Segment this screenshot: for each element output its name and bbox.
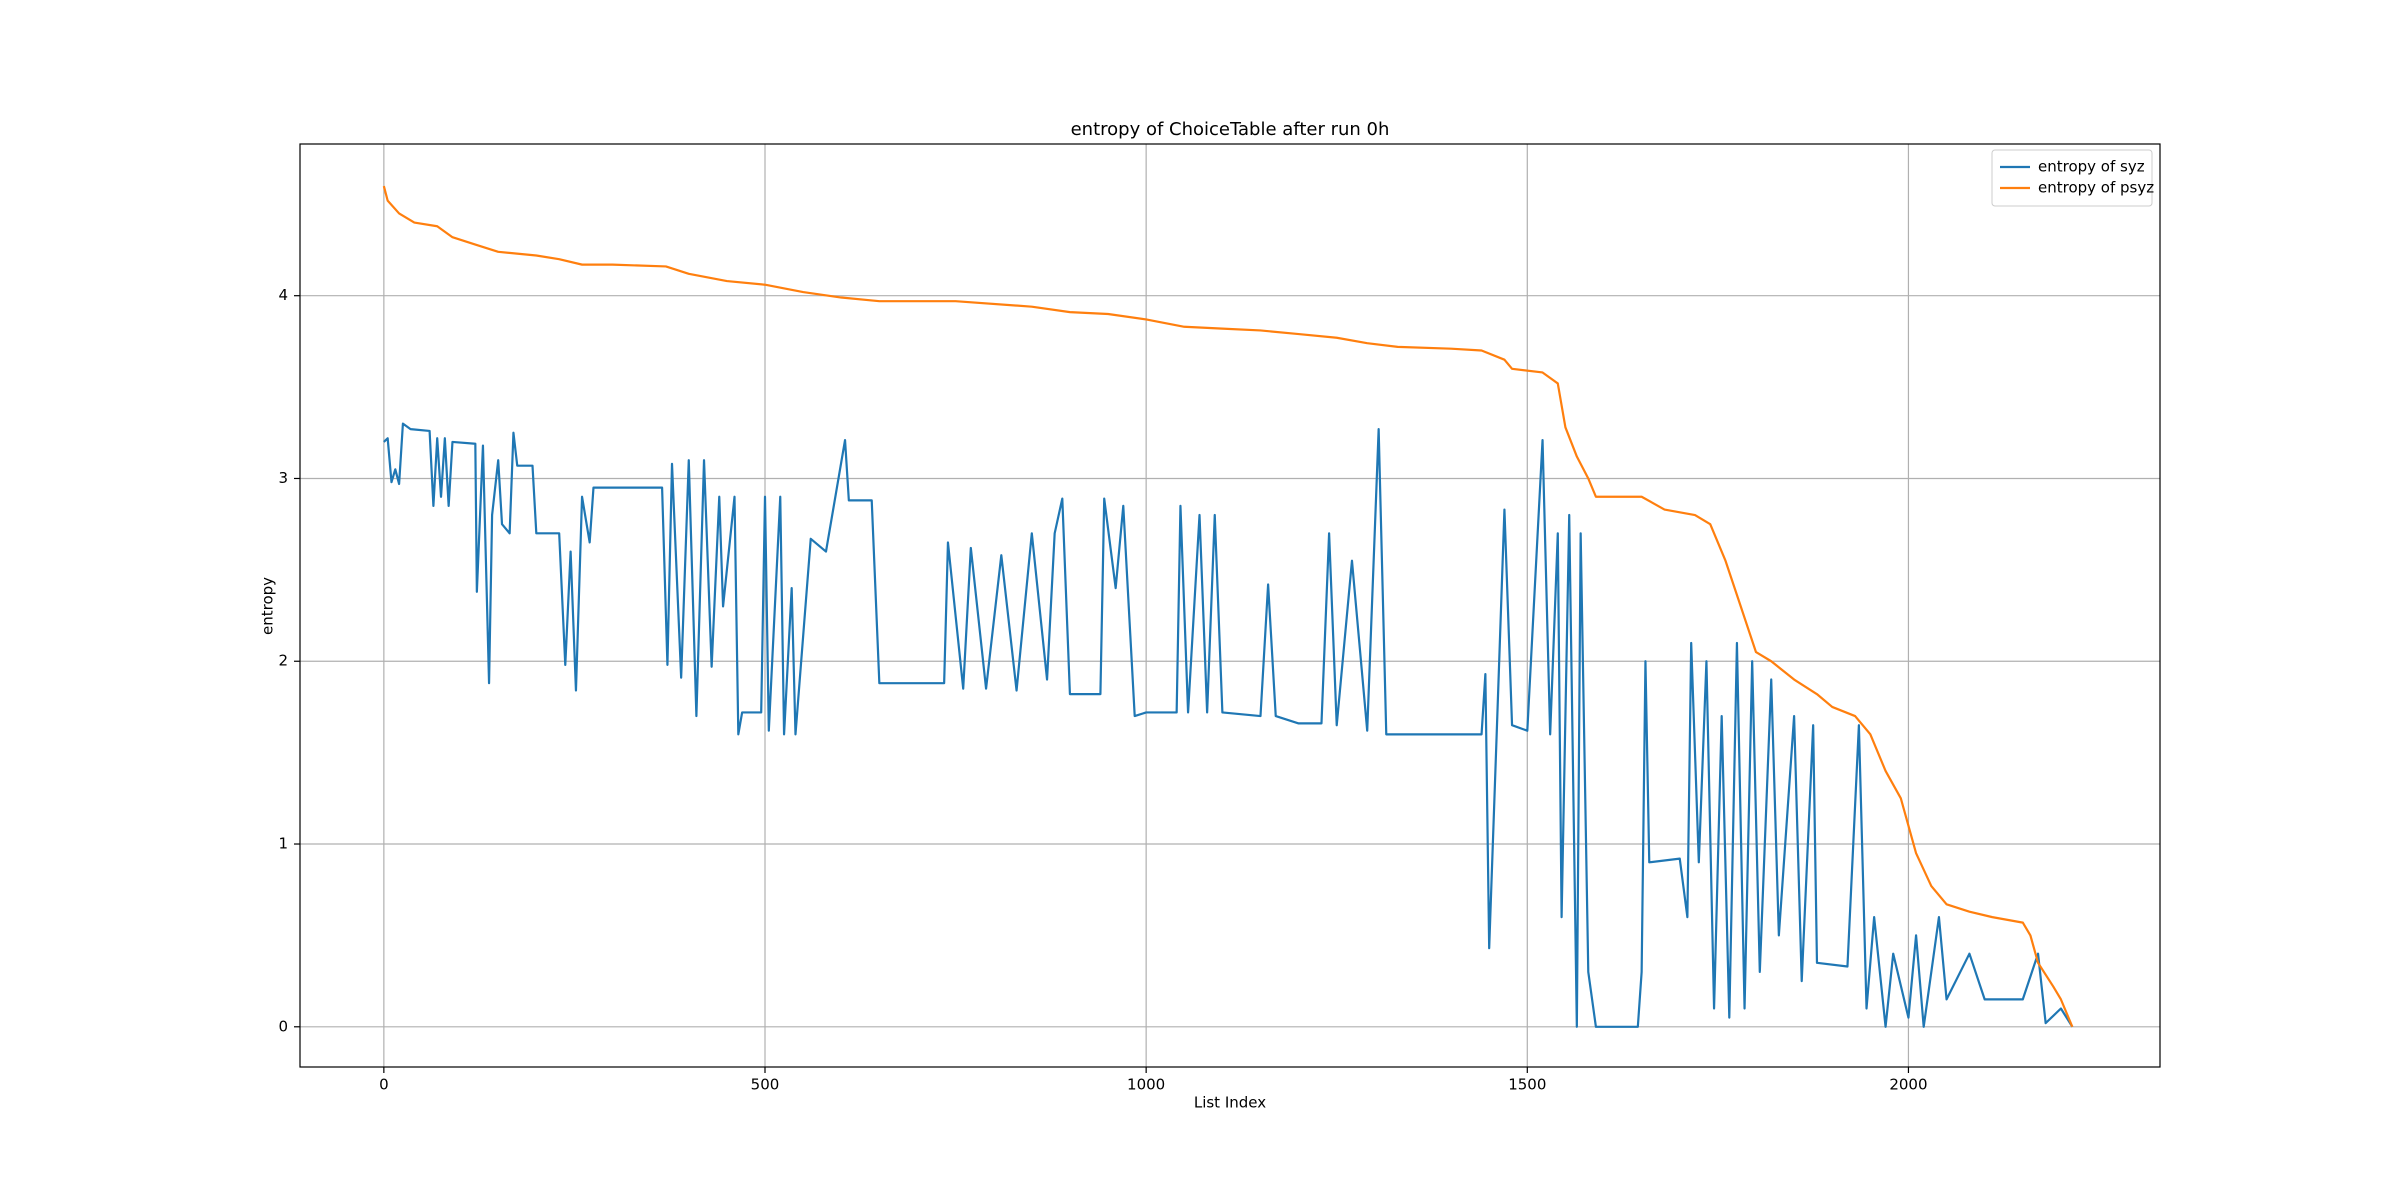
legend-label: entropy of psyz bbox=[2038, 179, 2154, 197]
y-tick-label: 1 bbox=[278, 835, 288, 853]
x-tick-label: 2000 bbox=[1889, 1076, 1927, 1094]
legend-label: entropy of syz bbox=[2038, 158, 2145, 176]
data-line bbox=[383, 422, 2074, 1028]
legend-box bbox=[1991, 149, 2153, 207]
chart-title: entropy of ChoiceTable after run 0h bbox=[1071, 119, 1390, 140]
x-tick-label: 1000 bbox=[1127, 1076, 1165, 1094]
y-axis-label: entropy bbox=[259, 577, 277, 635]
plot-frame bbox=[299, 143, 2161, 1068]
legend: entropy of syz entropy of psyz bbox=[1991, 149, 2154, 207]
x-tick-label: 0 bbox=[379, 1076, 389, 1094]
x-tick-label: 500 bbox=[751, 1076, 780, 1094]
x-axis-label: List Index bbox=[1194, 1094, 1266, 1112]
y-tick-label: 4 bbox=[278, 286, 288, 304]
data-line bbox=[382, 185, 2074, 1028]
y-tick-label: 0 bbox=[278, 1017, 288, 1035]
y-tick-label: 3 bbox=[278, 469, 288, 487]
y-tick-label: 2 bbox=[278, 652, 288, 670]
x-tick-label: 1500 bbox=[1508, 1076, 1546, 1094]
